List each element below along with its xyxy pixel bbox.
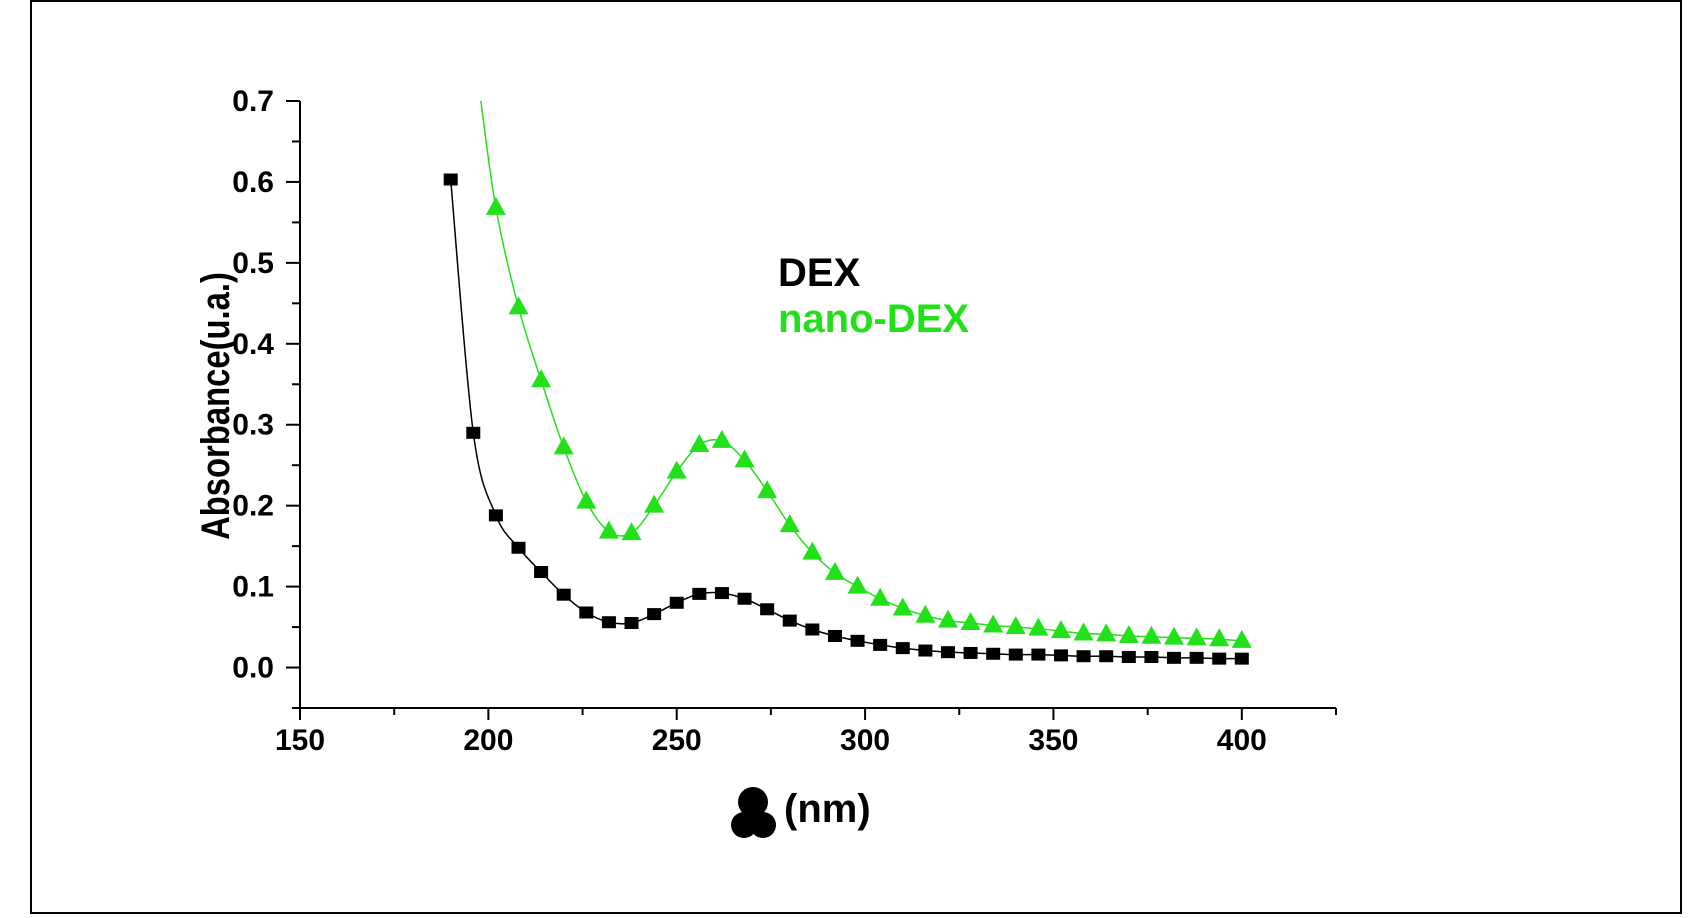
x-axis-label: (nm) <box>784 787 871 831</box>
data-point <box>960 612 981 631</box>
data-point <box>1076 650 1091 663</box>
y-tick-label: 0.7 <box>232 85 274 118</box>
data-point <box>534 566 549 579</box>
data-point <box>963 646 978 659</box>
data-point <box>1212 652 1227 665</box>
data-point <box>760 603 775 616</box>
x-tick-label: 400 <box>1217 724 1267 757</box>
data-point <box>1031 648 1046 661</box>
data-point <box>827 629 842 642</box>
data-point <box>983 614 1004 633</box>
data-point <box>531 369 552 388</box>
data-point <box>873 638 888 651</box>
figure-frame: 0.0 0.1 0.2 0.3 0.4 0.5 0.6 0.7 150 200 250 300 350 4… <box>30 0 1682 914</box>
data-point <box>1050 620 1071 639</box>
data-point <box>737 592 752 605</box>
data-point <box>579 606 594 619</box>
y-tick-label: 0.2 <box>232 490 274 523</box>
data-point <box>802 541 823 560</box>
data-point <box>466 426 481 439</box>
data-point <box>940 646 955 659</box>
series-dex <box>443 173 1249 665</box>
data-point <box>1121 651 1136 664</box>
y-tick-label: 0.4 <box>232 328 274 361</box>
data-point <box>757 480 778 499</box>
data-point <box>666 460 687 479</box>
x-axis-title: (nm) <box>731 787 871 838</box>
data-point <box>1231 629 1252 648</box>
y-tick-label: 0.0 <box>232 652 274 685</box>
x-tick-label: 350 <box>1028 724 1078 757</box>
data-point <box>1186 627 1207 646</box>
data-point <box>824 561 845 580</box>
data-point <box>553 436 574 455</box>
legend-entry-dex: DEX <box>778 251 861 295</box>
series-line <box>480 100 1242 642</box>
data-point <box>511 541 526 554</box>
data-point <box>621 522 642 541</box>
data-point <box>508 296 529 315</box>
data-point <box>1164 626 1185 645</box>
x-tick-label: 150 <box>275 724 325 757</box>
data-point <box>692 587 707 600</box>
data-point <box>1189 651 1204 664</box>
y-tick-label: 0.3 <box>232 409 274 442</box>
data-point <box>647 608 662 621</box>
data-point <box>1144 651 1159 664</box>
data-point <box>576 490 597 509</box>
data-point <box>1073 622 1094 641</box>
data-point <box>1167 651 1182 664</box>
y-axis-label: Absorbance(u.a.) <box>193 272 238 540</box>
data-point <box>1053 649 1068 662</box>
data-point <box>443 173 458 186</box>
data-point <box>1209 628 1230 647</box>
axes: 0.0 0.1 0.2 0.3 0.4 0.5 0.6 0.7 150 200 250 300 350 4… <box>232 85 1337 757</box>
data-point <box>895 642 910 655</box>
data-point <box>782 614 797 627</box>
data-point <box>485 196 506 215</box>
data-point <box>1028 617 1049 636</box>
x-tick-label: 250 <box>652 724 702 757</box>
data-point <box>779 514 800 533</box>
data-point <box>556 588 571 601</box>
data-point <box>714 587 729 600</box>
data-point <box>805 623 820 636</box>
legend: DEX nano-DEX <box>778 251 969 341</box>
y-tick-label: 0.1 <box>232 571 274 604</box>
data-point <box>870 587 891 606</box>
x-tick-label: 300 <box>840 724 890 757</box>
data-point <box>1005 616 1026 635</box>
data-point <box>847 575 868 594</box>
data-point <box>689 433 710 452</box>
y-tick-label: 0.6 <box>232 166 274 199</box>
data-point <box>598 520 619 539</box>
data-point <box>1008 648 1023 661</box>
absorbance-chart: 0.0 0.1 0.2 0.3 0.4 0.5 0.6 0.7 150 200 250 300 350 4… <box>193 85 1337 838</box>
data-point <box>850 634 865 647</box>
series-nano-dex <box>480 100 1252 648</box>
data-point <box>892 597 913 616</box>
data-point <box>1118 624 1139 643</box>
data-point <box>488 509 503 522</box>
data-point <box>669 596 684 609</box>
data-point <box>915 604 936 623</box>
data-point <box>918 644 933 657</box>
data-point <box>1141 625 1162 644</box>
data-point <box>624 617 639 630</box>
data-point <box>986 647 1001 660</box>
data-point <box>644 494 665 513</box>
data-point <box>1096 623 1117 642</box>
series-layer <box>443 100 1252 665</box>
data-point <box>601 616 616 629</box>
data-point <box>937 609 958 628</box>
data-point <box>711 429 732 448</box>
y-tick-label: 0.5 <box>232 247 274 280</box>
data-point <box>734 449 755 468</box>
data-point <box>1099 650 1114 663</box>
lambda-symbol <box>731 787 776 838</box>
legend-entry-nano-dex: nano-DEX <box>778 297 969 341</box>
data-point <box>1234 652 1249 665</box>
x-tick-label: 200 <box>463 724 513 757</box>
